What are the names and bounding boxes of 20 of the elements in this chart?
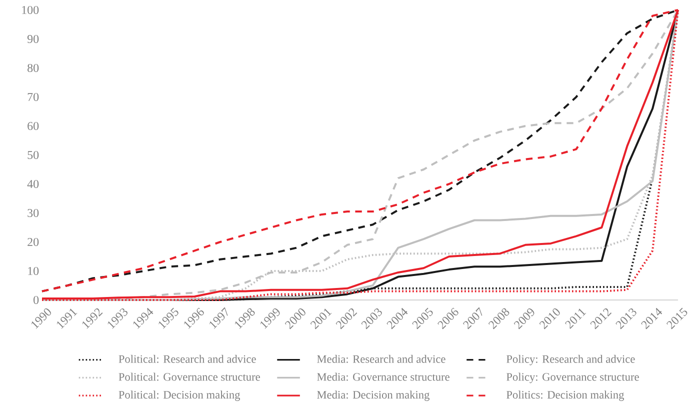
legend-label: Political: Governance structure — [118, 372, 260, 381]
y-tick-label: 30 — [28, 208, 39, 218]
y-tick-label: 80 — [28, 64, 39, 72]
y-tick-label: 90 — [27, 34, 39, 44]
legend-label: Policy: Governance structure — [506, 372, 639, 384]
legend-label: Media: Research and advice — [317, 354, 446, 363]
y-tick-label: 60 — [28, 122, 39, 130]
legend-label: Politics: Decision making — [506, 390, 624, 401]
y-tick-label: 10 — [28, 266, 39, 276]
y-tick-label: 0 — [34, 296, 39, 304]
y-tick-label: 100 — [22, 6, 39, 14]
legend-label: Political: Decision making — [118, 390, 240, 401]
legend-label: Political: Research and advice — [118, 354, 256, 363]
y-tick-label: 40 — [27, 180, 39, 188]
legend-label: Media: Governance structure — [317, 372, 450, 381]
y-tick-label: 50 — [28, 150, 39, 160]
y-tick-label: 20 — [28, 238, 39, 246]
y-tick-label: 70 — [28, 92, 39, 102]
legend-label: Policy: Research and advice — [506, 354, 635, 366]
legend-label: Media: Decision making — [317, 390, 430, 401]
